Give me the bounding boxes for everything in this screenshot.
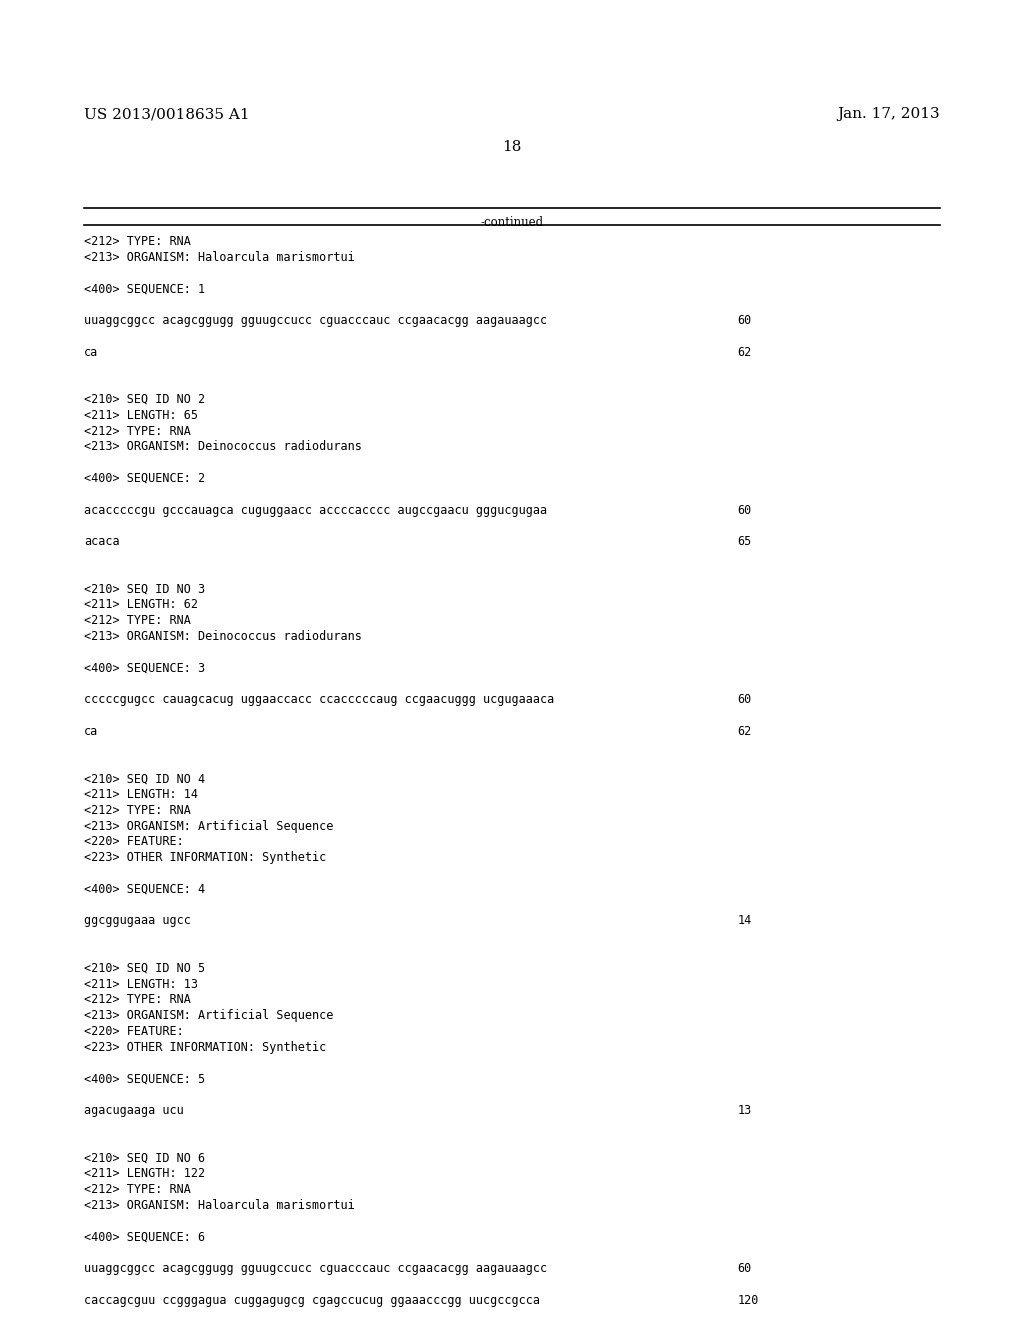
Text: <212> TYPE: RNA: <212> TYPE: RNA: [84, 994, 190, 1006]
Text: 13: 13: [737, 1104, 752, 1117]
Text: ggcggugaaa ugcc: ggcggugaaa ugcc: [84, 915, 190, 928]
Text: caccagcguu ccgggagua cuggagugcg cgagccucug ggaaacccgg uucgccgcca: caccagcguu ccgggagua cuggagugcg cgagccuc…: [84, 1294, 540, 1307]
Text: <220> FEATURE:: <220> FEATURE:: [84, 836, 183, 849]
Text: <400> SEQUENCE: 2: <400> SEQUENCE: 2: [84, 473, 205, 484]
Text: <212> TYPE: RNA: <212> TYPE: RNA: [84, 1183, 190, 1196]
Text: 62: 62: [737, 725, 752, 738]
Text: <400> SEQUENCE: 4: <400> SEQUENCE: 4: [84, 883, 205, 896]
Text: <211> LENGTH: 14: <211> LENGTH: 14: [84, 788, 198, 801]
Text: <213> ORGANISM: Deinococcus radiodurans: <213> ORGANISM: Deinococcus radiodurans: [84, 630, 361, 643]
Text: <220> FEATURE:: <220> FEATURE:: [84, 1026, 183, 1038]
Text: ca: ca: [84, 725, 98, 738]
Text: <400> SEQUENCE: 5: <400> SEQUENCE: 5: [84, 1072, 205, 1085]
Text: cccccgugcc cauagcacug uggaaccacc ccacccccaug ccgaacuggg ucgugaaaca: cccccgugcc cauagcacug uggaaccacc ccacccc…: [84, 693, 554, 706]
Text: 62: 62: [737, 346, 752, 359]
Text: uuaggcggcc acagcggugg gguugccucc cguacccauc ccgaacacgg aagauaagcc: uuaggcggcc acagcggugg gguugccucc cguaccc…: [84, 314, 547, 327]
Text: acacccccgu gcccauagca cuguggaacc accccacccc augccgaacu gggucgugaa: acacccccgu gcccauagca cuguggaacc accccac…: [84, 504, 547, 516]
Text: <213> ORGANISM: Haloarcula marismortui: <213> ORGANISM: Haloarcula marismortui: [84, 1199, 354, 1212]
Text: <400> SEQUENCE: 3: <400> SEQUENCE: 3: [84, 661, 205, 675]
Text: <211> LENGTH: 62: <211> LENGTH: 62: [84, 598, 198, 611]
Text: <211> LENGTH: 13: <211> LENGTH: 13: [84, 978, 198, 990]
Text: -continued: -continued: [480, 216, 544, 228]
Text: <223> OTHER INFORMATION: Synthetic: <223> OTHER INFORMATION: Synthetic: [84, 1040, 327, 1053]
Text: <212> TYPE: RNA: <212> TYPE: RNA: [84, 235, 190, 248]
Text: <213> ORGANISM: Deinococcus radiodurans: <213> ORGANISM: Deinococcus radiodurans: [84, 441, 361, 453]
Text: 60: 60: [737, 1262, 752, 1275]
Text: <213> ORGANISM: Haloarcula marismortui: <213> ORGANISM: Haloarcula marismortui: [84, 251, 354, 264]
Text: <213> ORGANISM: Artificial Sequence: <213> ORGANISM: Artificial Sequence: [84, 1010, 334, 1022]
Text: 120: 120: [737, 1294, 759, 1307]
Text: US 2013/0018635 A1: US 2013/0018635 A1: [84, 107, 250, 121]
Text: <400> SEQUENCE: 6: <400> SEQUENCE: 6: [84, 1230, 205, 1243]
Text: <213> ORGANISM: Artificial Sequence: <213> ORGANISM: Artificial Sequence: [84, 820, 334, 833]
Text: <211> LENGTH: 65: <211> LENGTH: 65: [84, 409, 198, 422]
Text: <210> SEQ ID NO 4: <210> SEQ ID NO 4: [84, 772, 205, 785]
Text: <210> SEQ ID NO 2: <210> SEQ ID NO 2: [84, 393, 205, 407]
Text: agacugaaga ucu: agacugaaga ucu: [84, 1104, 183, 1117]
Text: ca: ca: [84, 346, 98, 359]
Text: 60: 60: [737, 504, 752, 516]
Text: <223> OTHER INFORMATION: Synthetic: <223> OTHER INFORMATION: Synthetic: [84, 851, 327, 865]
Text: acaca: acaca: [84, 535, 120, 548]
Text: 65: 65: [737, 535, 752, 548]
Text: <210> SEQ ID NO 3: <210> SEQ ID NO 3: [84, 582, 205, 595]
Text: <210> SEQ ID NO 5: <210> SEQ ID NO 5: [84, 962, 205, 974]
Text: <210> SEQ ID NO 6: <210> SEQ ID NO 6: [84, 1151, 205, 1164]
Text: <212> TYPE: RNA: <212> TYPE: RNA: [84, 804, 190, 817]
Text: uuaggcggcc acagcggugg gguugccucc cguacccauc ccgaacacgg aagauaagcc: uuaggcggcc acagcggugg gguugccucc cguaccc…: [84, 1262, 547, 1275]
Text: Jan. 17, 2013: Jan. 17, 2013: [838, 107, 940, 121]
Text: 14: 14: [737, 915, 752, 928]
Text: <212> TYPE: RNA: <212> TYPE: RNA: [84, 425, 190, 438]
Text: <212> TYPE: RNA: <212> TYPE: RNA: [84, 614, 190, 627]
Text: 60: 60: [737, 314, 752, 327]
Text: 18: 18: [503, 140, 521, 154]
Text: 60: 60: [737, 693, 752, 706]
Text: <211> LENGTH: 122: <211> LENGTH: 122: [84, 1167, 205, 1180]
Text: <400> SEQUENCE: 1: <400> SEQUENCE: 1: [84, 282, 205, 296]
